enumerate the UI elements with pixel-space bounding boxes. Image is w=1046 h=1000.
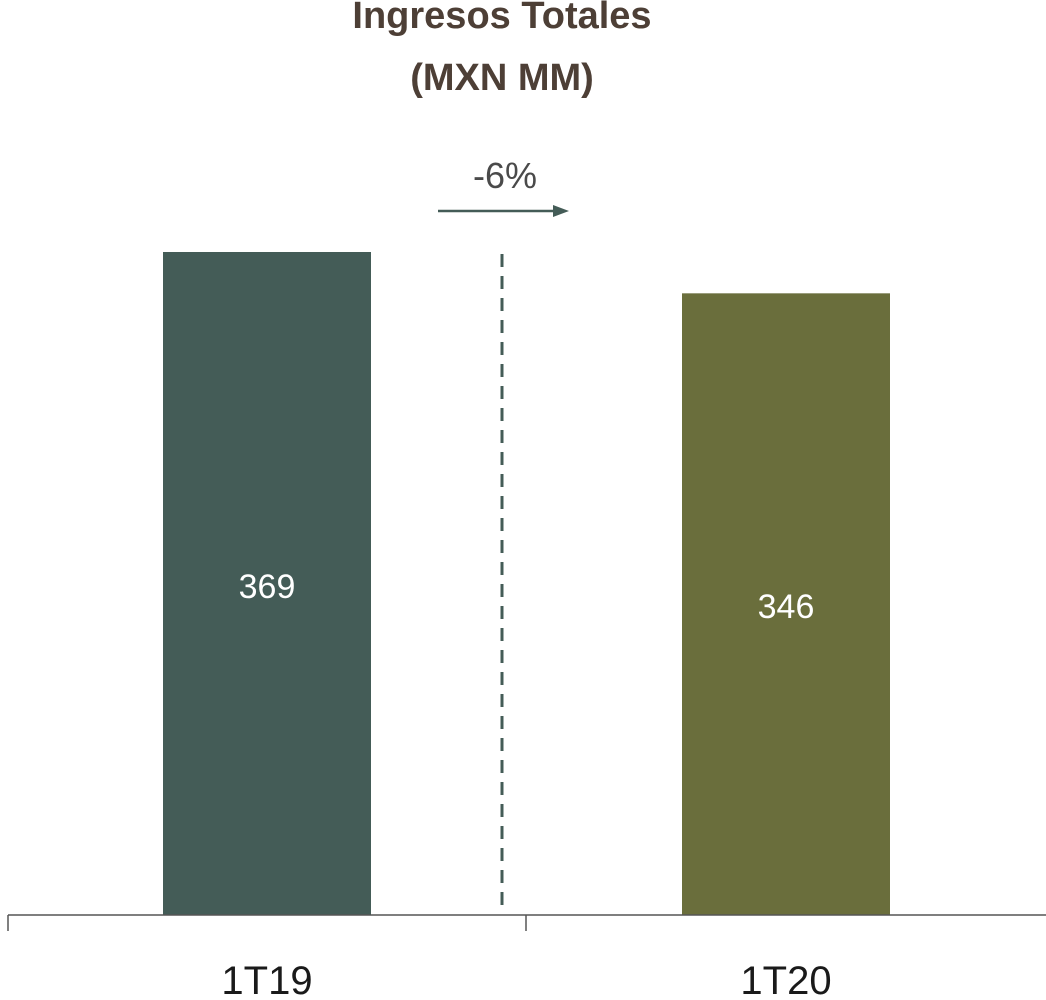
data-label-1t19: 369 — [239, 568, 296, 606]
chart-title-line-2: (MXN MM) — [410, 57, 594, 99]
change-label: -6% — [473, 155, 537, 196]
bar-1t20 — [682, 293, 890, 915]
x-tick-label-1t19: 1T19 — [221, 959, 312, 1000]
chart-title-line-1: Ingresos Totales — [352, 0, 651, 37]
bars-group: 369 346 — [163, 252, 890, 915]
x-tick-label-1t20: 1T20 — [740, 959, 831, 1000]
bar-1t19 — [163, 252, 371, 915]
x-axis: 1T19 1T20 — [7, 914, 1046, 1000]
data-label-1t20: 346 — [758, 588, 815, 626]
change-arrow-icon — [438, 205, 569, 217]
